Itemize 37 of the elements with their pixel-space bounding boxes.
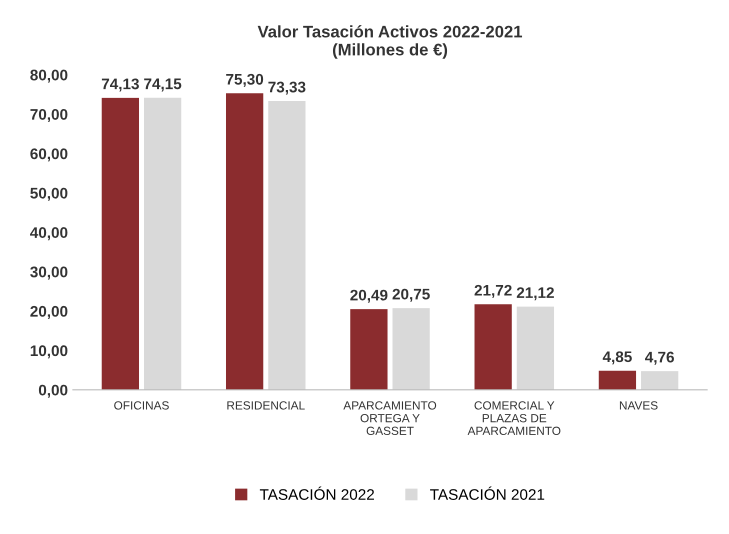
- bar: [226, 93, 264, 390]
- data-label: 20,75: [392, 288, 430, 302]
- y-tick-label: 80,00: [30, 70, 68, 83]
- legend-label: TASACIÓN 2022: [260, 486, 374, 500]
- bar: [392, 308, 430, 390]
- x-tick-label: APARCAMIENTO ORTEGA Y GASSET: [343, 401, 436, 436]
- y-tick-label: 0,00: [38, 384, 68, 398]
- y-tick-label: 10,00: [30, 345, 68, 358]
- bar: [516, 306, 554, 390]
- data-label: 21,12: [516, 287, 554, 300]
- y-tick-label: 70,00: [30, 109, 68, 122]
- chart-title: Valor Tasación Activos 2022-2021 (Millones de €): [258, 25, 522, 59]
- y-tick-label: 20,00: [30, 306, 68, 319]
- bar: [144, 98, 182, 390]
- x-tick-label: COMERCIAL Y PLAZAS DE APARCAMIENTO: [468, 401, 560, 436]
- x-tick-label: RESIDENCIAL: [227, 401, 305, 410]
- bar: [474, 304, 512, 390]
- y-tick-label: 60,00: [30, 148, 68, 162]
- data-label: 4,85: [602, 351, 632, 364]
- data-label: 75,30: [226, 74, 264, 87]
- legend-label: TASACIÓN 2021: [430, 486, 544, 500]
- y-tick-label: 40,00: [30, 227, 68, 240]
- data-label: 21,72: [474, 284, 512, 298]
- bar: [102, 98, 140, 390]
- data-label: 74,13: [102, 78, 139, 92]
- x-tick-label: OFICINAS: [114, 401, 169, 410]
- data-label: 73,33: [268, 82, 306, 95]
- bar: [641, 371, 678, 390]
- y-tick-label: 50,00: [30, 188, 68, 201]
- data-label: 20,49: [350, 290, 388, 303]
- data-label: 74,15: [144, 78, 182, 92]
- bar: [598, 370, 636, 390]
- data-label: 4,76: [645, 352, 674, 365]
- y-tick-label: 30,00: [30, 266, 68, 280]
- bar: [350, 309, 388, 390]
- x-tick-label: NAVES: [620, 401, 658, 410]
- bar: [268, 101, 306, 390]
